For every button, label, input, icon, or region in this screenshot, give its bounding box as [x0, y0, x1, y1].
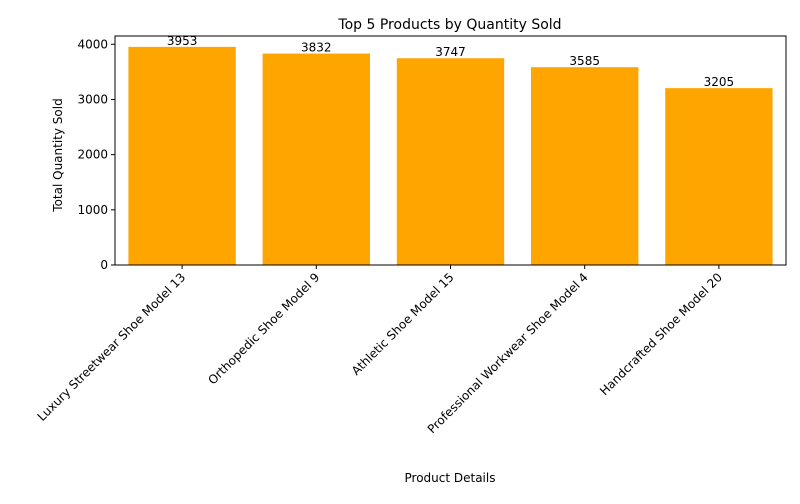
x-tick-label: Orthopedic Shoe Model 9 [205, 270, 322, 387]
bar [531, 67, 639, 265]
data-label: 3832 [301, 41, 332, 55]
x-axis: Luxury Streetwear Shoe Model 13 Orthopedi… [35, 265, 725, 436]
y-tick-label: 0 [100, 258, 108, 272]
y-tick-label: 1000 [77, 203, 108, 217]
bar [396, 58, 505, 266]
bar [128, 46, 236, 265]
data-label: 3205 [704, 75, 735, 89]
y-tick-label: 4000 [77, 37, 108, 51]
x-tick-label: Athletic Shoe Model 15 [349, 270, 457, 378]
y-tick-label: 2000 [77, 148, 108, 162]
data-label: 3953 [167, 34, 198, 48]
plot-area: 3953 3832 3747 3585 3205 [114, 34, 787, 266]
chart-title: Top 5 Products by Quantity Sold [337, 17, 561, 33]
y-axis: 0 1000 2000 3000 4000 [77, 37, 115, 272]
x-tick-label: Handcrafted Shoe Model 20 [597, 270, 725, 398]
x-axis-label: Product Details [405, 471, 496, 485]
data-label: 3585 [569, 54, 600, 68]
bar [262, 53, 370, 265]
y-axis-label: Total Quantity Sold [51, 98, 65, 212]
y-tick-label: 3000 [77, 92, 108, 106]
x-tick-label: Luxury Streetwear Shoe Model 13 [35, 270, 189, 424]
bar [665, 88, 773, 265]
data-label: 3747 [435, 45, 466, 59]
x-tick-label: Professional Workwear Shoe Model 4 [425, 270, 591, 436]
